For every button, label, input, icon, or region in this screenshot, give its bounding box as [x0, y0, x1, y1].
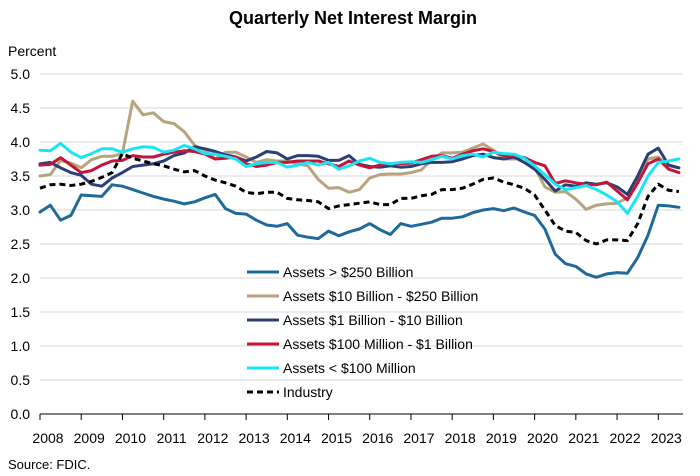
- y-tick-label: 2.0: [11, 270, 31, 286]
- x-tick-label: 2018: [445, 430, 476, 446]
- x-tick-label: 2010: [115, 430, 146, 446]
- y-tick-label: 5.0: [11, 66, 31, 82]
- x-tick-label: 2008: [32, 430, 63, 446]
- y-tick-labels: 0.0 0.5 1.0 1.5 2.0 2.5 3.0 3.5 4.0 4.5 5.0: [11, 66, 31, 422]
- series-line: [38, 183, 681, 279]
- y-tick-label: 4.5: [11, 100, 31, 116]
- legend-label: Assets $10 Billion - $250 Billion: [283, 288, 478, 304]
- x-axis: 2008 2009 2010 2011 2012 2013 2014 2015 2016 2017…: [32, 413, 683, 446]
- x-tick-label: 2017: [403, 430, 434, 446]
- legend-label: Industry: [283, 384, 333, 400]
- x-tick-label: 2014: [280, 430, 311, 446]
- y-tick-label: 2.5: [11, 236, 31, 252]
- x-tick-label: 2021: [568, 430, 599, 446]
- series-line: [38, 147, 681, 202]
- source-note: Source: FDIC.: [8, 457, 90, 472]
- y-axis-label: Percent: [8, 43, 56, 59]
- x-tick-label: 2009: [74, 430, 105, 446]
- x-tick-label: 2019: [486, 430, 517, 446]
- y-tick-label: 1.5: [11, 304, 31, 320]
- y-tick-label: 4.0: [11, 134, 31, 150]
- x-tick-label: 2023: [651, 430, 682, 446]
- y-tick-label: 0.5: [11, 372, 31, 388]
- x-tick-label: 2020: [527, 430, 558, 446]
- y-tick-label: 1.0: [11, 338, 31, 354]
- legend-label: Assets < $100 Million: [283, 360, 416, 376]
- x-tick-label: 2013: [239, 430, 270, 446]
- y-tick-label: 0.0: [11, 406, 31, 422]
- legend: Assets > $250 Billion Assets $10 Billion …: [247, 264, 478, 400]
- series-line: [39, 152, 680, 246]
- legend-label: Assets $100 Million - $1 Billion: [283, 336, 473, 352]
- x-tick-label: 2011: [157, 430, 187, 446]
- y-tick-label: 3.0: [11, 202, 31, 218]
- y-gridlines: [40, 73, 683, 381]
- legend-label: Assets > $250 Billion: [283, 264, 413, 280]
- x-tick-label: 2012: [197, 430, 228, 446]
- legend-label: Assets $1 Billion - $10 Billion: [283, 312, 463, 328]
- y-tick-label: 3.5: [11, 168, 31, 184]
- series-line: [38, 141, 681, 215]
- data-series: [38, 99, 681, 279]
- x-tick-label: 2016: [362, 430, 393, 446]
- x-tick-label: 2015: [321, 430, 352, 446]
- chart-title: Quarterly Net Interest Margin: [229, 8, 477, 28]
- series-line: [38, 99, 681, 211]
- x-tick-label: 2022: [609, 430, 640, 446]
